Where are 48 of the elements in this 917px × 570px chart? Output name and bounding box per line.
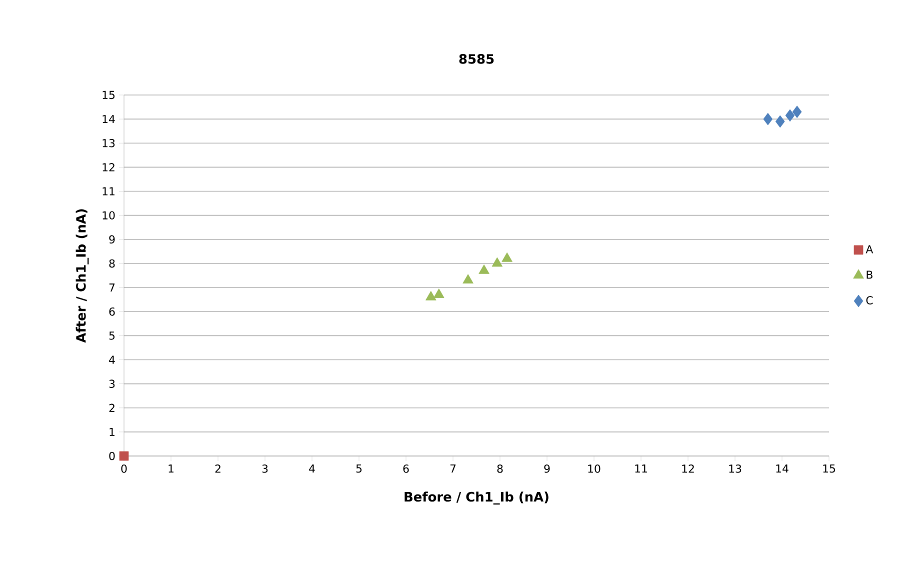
x-tick-label: 9 xyxy=(544,464,550,473)
point xyxy=(426,290,436,300)
point xyxy=(478,264,490,274)
y-tick-label: 12 xyxy=(102,163,114,172)
y-tick-label: 8 xyxy=(109,259,115,268)
point xyxy=(462,274,474,284)
point xyxy=(492,257,503,267)
x-axis-title: Before / Ch1_Ib (nA) xyxy=(404,492,548,505)
y-axis-title: After / Ch1_Ib (nA) xyxy=(76,209,89,343)
y-tick-label: 1 xyxy=(110,428,114,436)
x-tick-label: 3 xyxy=(262,464,268,473)
x-tick-label: 6 xyxy=(403,464,409,473)
y-tick-label: 7 xyxy=(109,284,115,292)
y-tick-label: 10 xyxy=(102,211,115,220)
y-tick-label: 4 xyxy=(109,356,115,364)
x-tick-label: 14 xyxy=(776,464,788,473)
point xyxy=(502,252,512,262)
point xyxy=(775,115,785,128)
legend-label: B xyxy=(866,270,872,279)
point xyxy=(434,288,444,298)
point xyxy=(763,112,773,126)
x-tick-label: 1 xyxy=(168,464,174,473)
x-tick-label: 15 xyxy=(823,464,836,473)
y-tick-label: 15 xyxy=(102,90,115,100)
x-tick-label: 4 xyxy=(309,464,315,473)
y-tick-label: 6 xyxy=(109,307,115,316)
y-tick-label: 13 xyxy=(102,138,115,148)
y-tick-label: 3 xyxy=(109,380,115,388)
x-tick-label: 0 xyxy=(121,464,127,473)
x-tick-label: 8 xyxy=(497,464,503,473)
point xyxy=(792,106,802,118)
point xyxy=(785,109,795,122)
y-tick-label: 2 xyxy=(109,404,114,412)
legend-label: C xyxy=(866,296,873,304)
legend-label: A xyxy=(866,245,874,254)
x-tick-label: 7 xyxy=(450,464,456,473)
y-tick-label: 9 xyxy=(109,235,115,244)
x-tick-label: 2 xyxy=(215,464,220,473)
x-tick-label: 5 xyxy=(356,464,362,473)
y-tick-label: 5 xyxy=(109,332,115,340)
x-tick-label: 12 xyxy=(682,464,694,473)
chart-title: 8585 xyxy=(459,54,494,64)
y-tick-label: 0 xyxy=(109,452,115,460)
y-tick-label: 11 xyxy=(102,187,114,196)
x-tick-label: 11 xyxy=(635,464,647,473)
x-tick-label: 10 xyxy=(588,464,600,473)
y-tick-label: 14 xyxy=(102,115,115,124)
x-tick-label: 13 xyxy=(729,464,742,473)
